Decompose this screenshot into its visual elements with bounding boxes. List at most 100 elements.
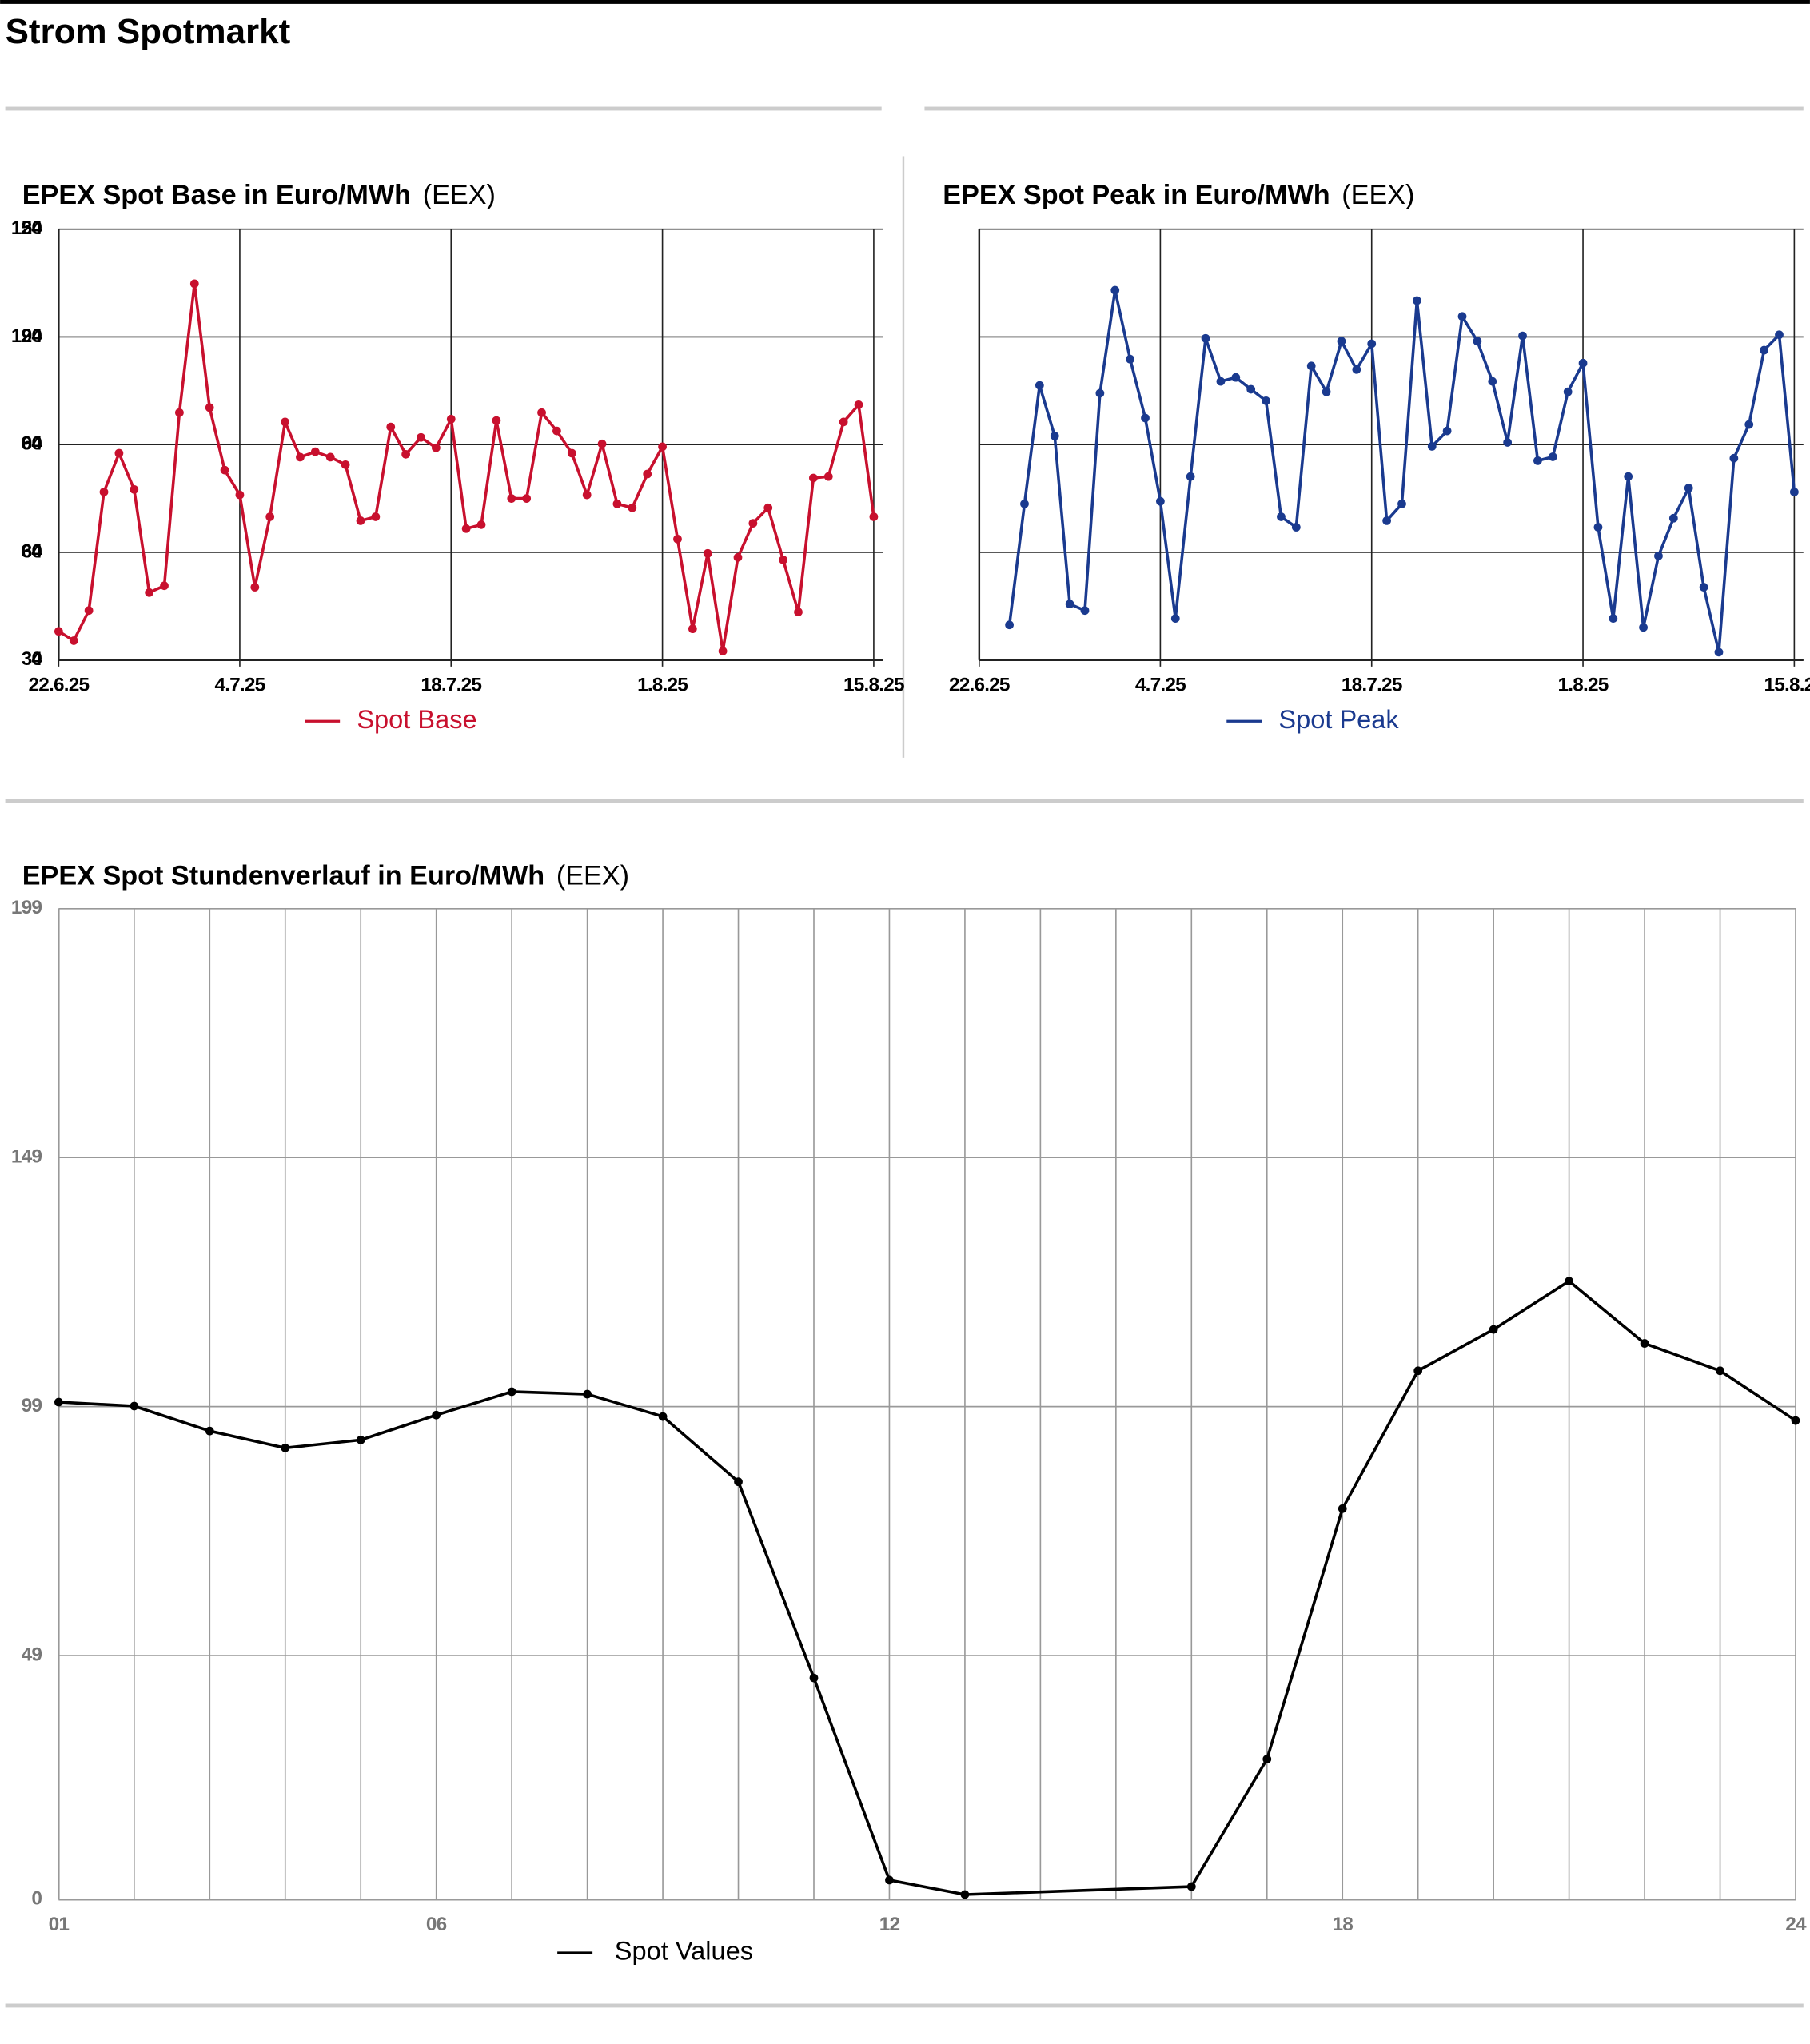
data-point [1186,1882,1196,1891]
data-point [643,469,652,479]
data-point [1110,285,1120,295]
data-point [809,473,818,483]
data-point [1291,523,1301,532]
data-point [371,512,381,521]
data-point [1488,377,1497,386]
chart-source: (EEX) [423,180,496,210]
data-point [1095,388,1105,398]
chart-source: (EEX) [556,861,629,891]
data-point [1668,513,1678,523]
data-point [1186,472,1195,481]
data-point [1489,1325,1498,1334]
series-line [58,1279,1796,1896]
y-tick-label: 154 [11,217,43,239]
y-tick-label: 49 [22,1644,42,1665]
data-point [1518,331,1527,341]
data-point [763,503,773,512]
data-point [296,452,305,462]
y-tick-label: 94 [22,433,43,455]
data-point [1639,623,1648,632]
data-point [507,494,516,503]
data-point [1578,358,1588,368]
data-point [250,583,260,592]
data-point [1716,1366,1724,1376]
data-point [1563,387,1573,396]
data-point [583,1389,592,1399]
data-point [175,408,184,417]
data-point [417,432,425,442]
data-point [281,1443,290,1452]
data-point [522,494,532,503]
data-point [734,1477,743,1487]
data-point [1170,614,1180,623]
chart-title: EPEX Spot Peak in Euro/MWh (EEX) [943,180,1414,210]
data-point [1050,432,1059,440]
data-point [1791,1416,1800,1425]
data-point [779,556,788,564]
data-point [1593,523,1603,532]
y-tick-label: 124 [11,325,43,347]
data-point [1005,620,1014,630]
page-title: Strom Spotmarkt [6,12,291,51]
data-point [401,449,410,459]
data-point [432,443,441,452]
chart-title-text: EPEX Spot Base in Euro/MWh [22,180,411,210]
data-point [205,1426,214,1436]
data-point [1427,442,1437,451]
legend-label: Spot Values [615,1937,753,1966]
data-point [99,488,109,496]
data-point [356,516,365,525]
data-point [84,606,94,616]
data-point [461,524,471,533]
data-point [281,417,289,427]
chart-title-text: EPEX Spot Peak in Euro/MWh [943,180,1330,210]
data-point [1729,453,1739,463]
data-point [1684,484,1693,492]
data-point [189,279,199,289]
data-point [310,447,320,456]
data-point [54,627,63,636]
data-point [220,465,229,475]
data-point [1231,373,1241,382]
data-point [507,1387,516,1397]
top-rule [0,0,1810,4]
data-point [1565,1277,1573,1286]
data-point [1624,472,1633,481]
data-point [386,422,396,432]
data-point [1306,361,1316,371]
data-point [1790,488,1799,496]
x-tick-label: 1.8.25 [1558,675,1609,696]
data-point [673,534,682,544]
data-point [432,1410,441,1420]
legend-label: Spot Peak [1278,705,1399,734]
data-point [1262,396,1270,405]
legend-label: Spot Base [357,705,476,734]
series-line [1007,289,1796,654]
data-point [1413,1366,1423,1376]
data-point [1397,499,1406,508]
data-point [205,403,214,412]
data-point [69,636,78,645]
chart-title: EPEX Spot Base in Euro/MWh (EEX) [22,180,496,210]
divider [924,106,1804,111]
data-point [658,1412,668,1421]
data-point [325,452,335,462]
data-point [597,439,607,448]
chart-title: EPEX Spot Stundenverlauf in Euro/MWh (EEX… [22,861,629,891]
y-tick-label: 99 [22,1395,42,1416]
x-tick-label: 06 [426,1914,447,1935]
y-tick-label: 120 [11,217,42,239]
data-point [628,503,637,512]
data-point [1080,606,1090,616]
data-point [1352,365,1361,374]
data-point [703,548,712,558]
data-point [54,1397,63,1407]
x-tick-label: 12 [879,1914,900,1935]
x-tick-label: 15.8.25 [843,675,904,696]
y-tick-label: 30 [22,540,42,562]
data-point [1141,413,1150,423]
data-point [869,512,879,521]
data-point [446,414,456,424]
divider [5,799,1804,803]
